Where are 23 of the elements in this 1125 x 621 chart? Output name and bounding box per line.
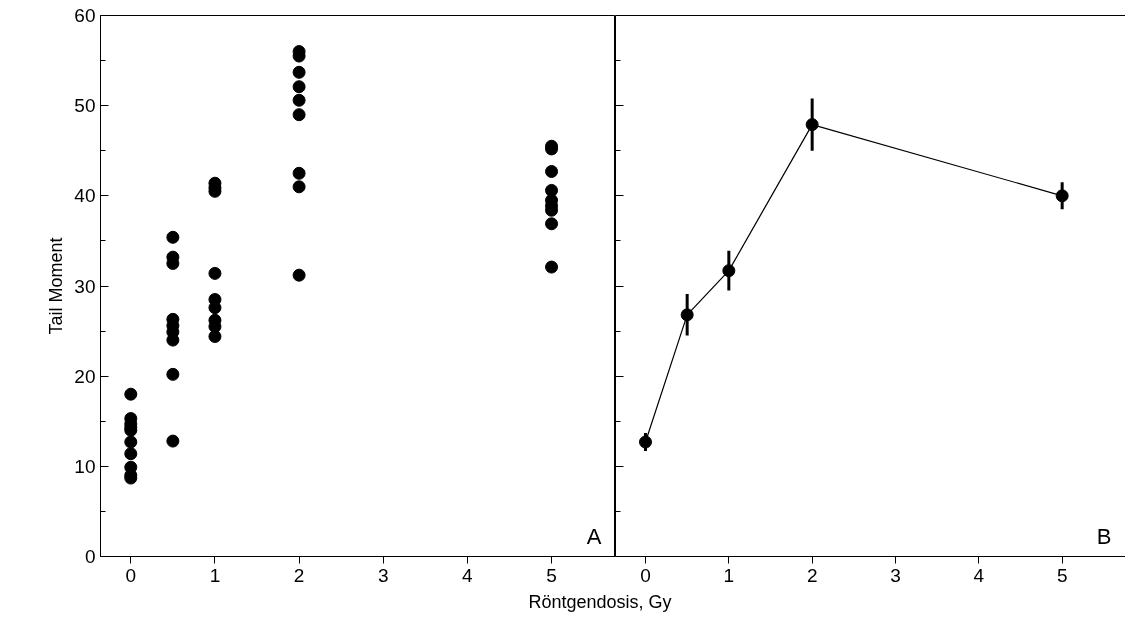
x-tick-label: 2 [293, 564, 305, 586]
y-tick-label: 30 [74, 275, 96, 297]
y-axis-title: Tail Moment [46, 237, 67, 335]
y-tick-label: 0 [84, 546, 96, 567]
x-tick-label: 1 [723, 564, 735, 586]
y-tick-label: 10 [74, 455, 96, 477]
x-tick-label: 4 [973, 564, 985, 586]
x-tick-label: 5 [546, 564, 557, 586]
annotation: A [586, 523, 602, 549]
annotation: B [1096, 523, 1112, 549]
y-tick-label: 40 [74, 185, 96, 207]
x-axis-title: Röntgendosis, Gy [528, 591, 672, 614]
x-tick-label: 5 [1056, 564, 1068, 586]
x-tick-label: 0 [125, 564, 137, 586]
x-tick-label: 2 [806, 564, 818, 586]
x-tick-label: 1 [209, 564, 221, 586]
y-tick-label: 20 [74, 365, 96, 387]
y-tick-label: 50 [74, 95, 96, 117]
x-tick-label: 3 [890, 564, 901, 586]
x-tick-label: 0 [640, 564, 651, 586]
x-tick-label: 3 [377, 564, 389, 586]
y-tick-label: 60 [74, 5, 96, 26]
x-tick-label: 4 [462, 564, 474, 586]
